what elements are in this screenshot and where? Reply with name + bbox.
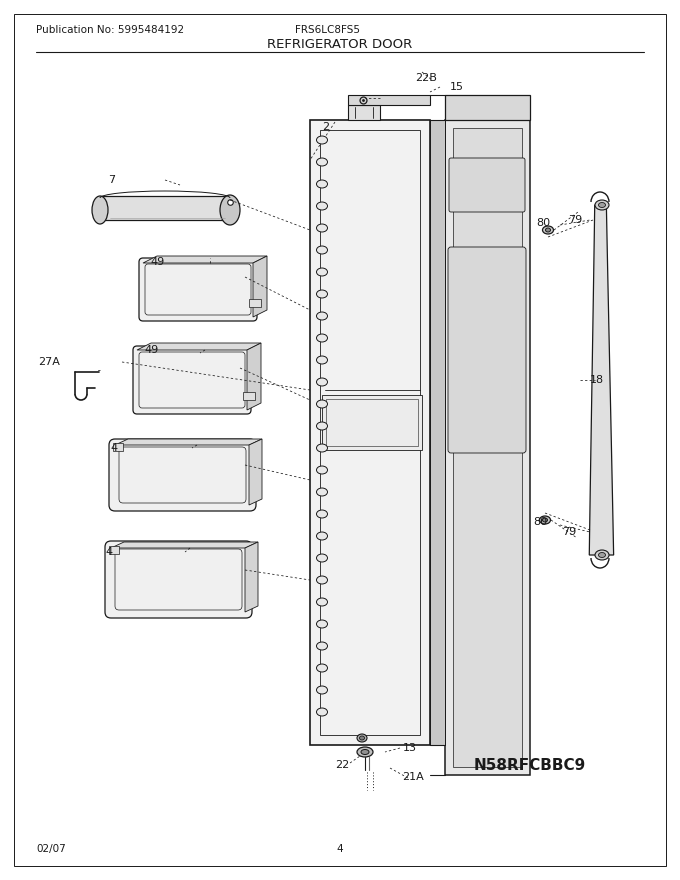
Polygon shape <box>253 256 267 317</box>
Bar <box>322 395 422 450</box>
Ellipse shape <box>316 642 328 650</box>
FancyBboxPatch shape <box>139 258 257 321</box>
Ellipse shape <box>595 200 609 210</box>
Ellipse shape <box>316 158 328 166</box>
Text: 7: 7 <box>108 175 115 185</box>
Ellipse shape <box>92 196 108 224</box>
Ellipse shape <box>316 334 328 342</box>
Polygon shape <box>247 343 261 410</box>
Ellipse shape <box>316 620 328 628</box>
Ellipse shape <box>316 576 328 584</box>
Polygon shape <box>111 542 258 548</box>
Polygon shape <box>137 343 261 350</box>
Ellipse shape <box>316 554 328 562</box>
Ellipse shape <box>316 268 328 276</box>
Text: 49: 49 <box>150 257 165 267</box>
Ellipse shape <box>316 422 328 430</box>
FancyBboxPatch shape <box>133 346 251 414</box>
Ellipse shape <box>357 747 373 757</box>
Ellipse shape <box>316 246 328 254</box>
Ellipse shape <box>220 195 240 225</box>
Ellipse shape <box>316 598 328 606</box>
Polygon shape <box>243 392 255 400</box>
FancyBboxPatch shape <box>105 541 252 618</box>
Ellipse shape <box>316 290 328 298</box>
Polygon shape <box>113 443 123 451</box>
Polygon shape <box>430 120 445 745</box>
Polygon shape <box>249 299 261 307</box>
Text: 13: 13 <box>403 743 417 753</box>
Text: 4: 4 <box>110 443 117 453</box>
Polygon shape <box>348 95 430 105</box>
Polygon shape <box>348 105 380 120</box>
Ellipse shape <box>316 664 328 672</box>
Polygon shape <box>143 256 267 263</box>
Text: 22: 22 <box>335 760 350 770</box>
Text: FRS6LC8FS5: FRS6LC8FS5 <box>295 25 360 35</box>
Ellipse shape <box>545 228 551 232</box>
FancyBboxPatch shape <box>448 247 526 453</box>
Ellipse shape <box>316 532 328 540</box>
Ellipse shape <box>316 180 328 188</box>
Text: 79: 79 <box>562 527 576 537</box>
FancyBboxPatch shape <box>109 439 256 511</box>
Ellipse shape <box>595 550 609 560</box>
Bar <box>100 196 230 220</box>
Polygon shape <box>453 128 522 767</box>
Text: N58RFCBBC9: N58RFCBBC9 <box>474 758 586 773</box>
Ellipse shape <box>316 510 328 518</box>
Ellipse shape <box>360 736 364 740</box>
Ellipse shape <box>361 750 369 754</box>
Text: REFRIGERATOR DOOR: REFRIGERATOR DOOR <box>267 38 413 50</box>
FancyBboxPatch shape <box>449 158 525 212</box>
Text: 80: 80 <box>536 218 550 228</box>
Polygon shape <box>249 439 262 505</box>
Ellipse shape <box>316 444 328 452</box>
Polygon shape <box>109 546 119 554</box>
Ellipse shape <box>598 553 605 558</box>
Text: 02/07: 02/07 <box>36 844 66 854</box>
Ellipse shape <box>543 518 547 522</box>
Text: 4: 4 <box>105 547 112 557</box>
Ellipse shape <box>357 734 367 742</box>
Text: 18: 18 <box>590 375 604 385</box>
Ellipse shape <box>316 224 328 232</box>
Polygon shape <box>445 95 530 120</box>
Ellipse shape <box>316 488 328 496</box>
Text: 21A: 21A <box>402 772 424 782</box>
Ellipse shape <box>316 202 328 210</box>
Ellipse shape <box>316 400 328 408</box>
Polygon shape <box>310 120 430 745</box>
Text: 4: 4 <box>337 844 343 854</box>
Text: 22B: 22B <box>415 73 437 83</box>
Ellipse shape <box>316 356 328 364</box>
Text: 49: 49 <box>144 345 158 355</box>
Text: Publication No: 5995484192: Publication No: 5995484192 <box>36 25 184 35</box>
Ellipse shape <box>316 466 328 474</box>
Text: 27A: 27A <box>38 357 60 367</box>
Polygon shape <box>245 542 258 612</box>
Text: 79: 79 <box>568 215 582 225</box>
Polygon shape <box>115 439 262 445</box>
Ellipse shape <box>316 378 328 386</box>
Ellipse shape <box>543 226 554 234</box>
Polygon shape <box>590 205 613 555</box>
Text: 15: 15 <box>450 82 464 92</box>
Text: 80: 80 <box>533 517 547 527</box>
Polygon shape <box>445 120 530 775</box>
Ellipse shape <box>316 136 328 144</box>
Bar <box>326 399 418 446</box>
Ellipse shape <box>539 516 551 524</box>
Text: 2: 2 <box>322 122 329 132</box>
Ellipse shape <box>316 686 328 694</box>
Ellipse shape <box>316 312 328 320</box>
Ellipse shape <box>598 202 605 208</box>
Ellipse shape <box>316 708 328 716</box>
